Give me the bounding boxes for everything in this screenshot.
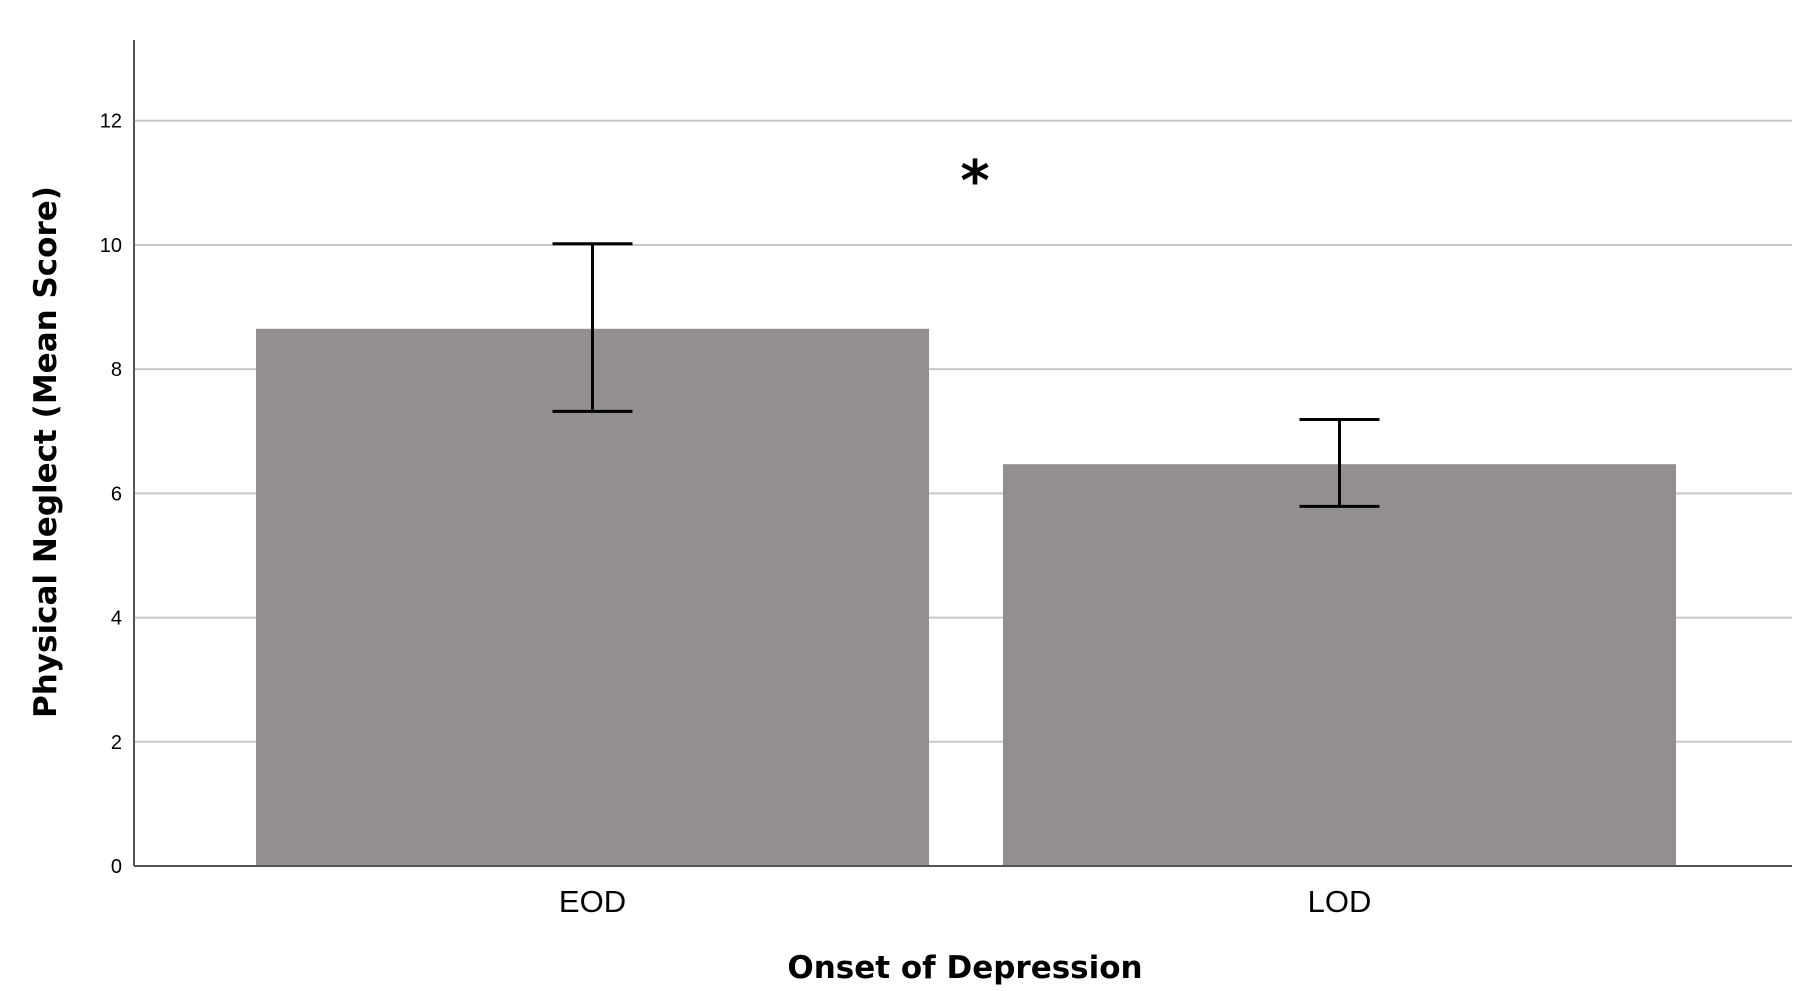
bar bbox=[1003, 464, 1676, 866]
y-axis-title: Physical Neglect (Mean Score) bbox=[28, 186, 64, 718]
error-bars bbox=[552, 242, 1380, 508]
bars bbox=[256, 328, 1676, 867]
bar bbox=[256, 328, 929, 867]
y-tick-label: 2 bbox=[111, 732, 122, 754]
y-tick-label: 6 bbox=[111, 483, 122, 505]
x-axis-title: Onset of Depression bbox=[787, 950, 1142, 986]
axes bbox=[133, 40, 1792, 867]
significance-marker: * bbox=[960, 149, 989, 214]
y-tick-label: 0 bbox=[111, 856, 122, 878]
y-tick-label: 8 bbox=[111, 359, 122, 381]
x-tick-labels: EOD LOD bbox=[559, 884, 1371, 919]
x-tick-label: LOD bbox=[1308, 884, 1372, 919]
y-tick-labels: 0 2 4 6 8 10 12 bbox=[100, 111, 122, 878]
y-tick-label: 4 bbox=[111, 608, 122, 630]
y-tick-label: 10 bbox=[100, 235, 122, 257]
x-tick-label: EOD bbox=[559, 884, 626, 919]
y-tick-label: 12 bbox=[100, 111, 122, 133]
